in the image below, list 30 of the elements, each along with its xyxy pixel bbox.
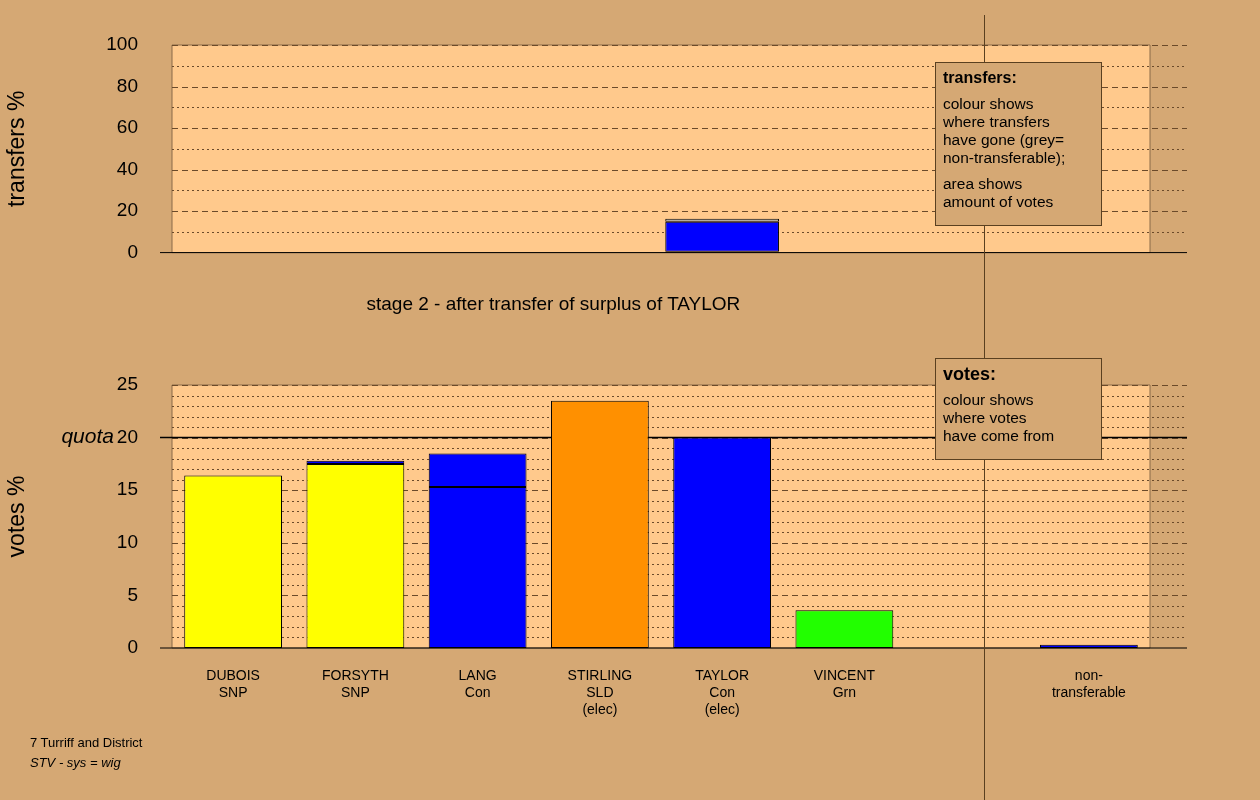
y-tick-label: 40 [116, 157, 138, 179]
text: STV - sys = wig [30, 755, 121, 770]
annotation: colour shows where transfers have gone (grey= non-transferable); [943, 95, 1067, 167]
y-tick-label: 60 [116, 116, 138, 138]
annotation: colour shows where votes have come from [943, 391, 1056, 445]
x-tick-label: FORSYTH SNP [321, 667, 389, 701]
x-tick-label: VINCENT Grn [813, 667, 876, 701]
text: votes: [943, 364, 997, 384]
y-tick-label: 25 [116, 373, 138, 395]
text: 7 Turriff and District [30, 735, 143, 750]
y-tick-label: 0 [127, 636, 138, 658]
x-tick-label: LANG Con [458, 667, 497, 701]
y-tick-label: 20 [116, 199, 138, 221]
chart-title: stage 2 - after transfer of surplus of TAYLOR [366, 293, 741, 315]
annotation: transfers: [943, 69, 1018, 87]
x-tick-label: STIRLING SLD (elec) [567, 667, 633, 717]
y-tick-label: 0 [127, 240, 138, 262]
y-tick-label: 10 [116, 531, 138, 553]
y-tick-label: 5 [127, 583, 138, 605]
y-tick-label: 80 [116, 74, 138, 96]
y-axis-title: transfers % [3, 90, 30, 207]
x-tick-label: DUBOIS SNP [206, 667, 260, 701]
y-tick-label: 20 [116, 425, 138, 447]
x-tick-label: TAYLOR Con (elec) [695, 667, 750, 717]
y-tick-label: 100 [106, 33, 138, 55]
y-axis-title: votes % [3, 475, 30, 558]
x-tick-label: non- transferable [1051, 667, 1127, 701]
ref-line-label: quota [61, 424, 114, 448]
y-tick-label: 15 [116, 478, 138, 500]
annotation: area shows amount of votes [943, 175, 1055, 211]
